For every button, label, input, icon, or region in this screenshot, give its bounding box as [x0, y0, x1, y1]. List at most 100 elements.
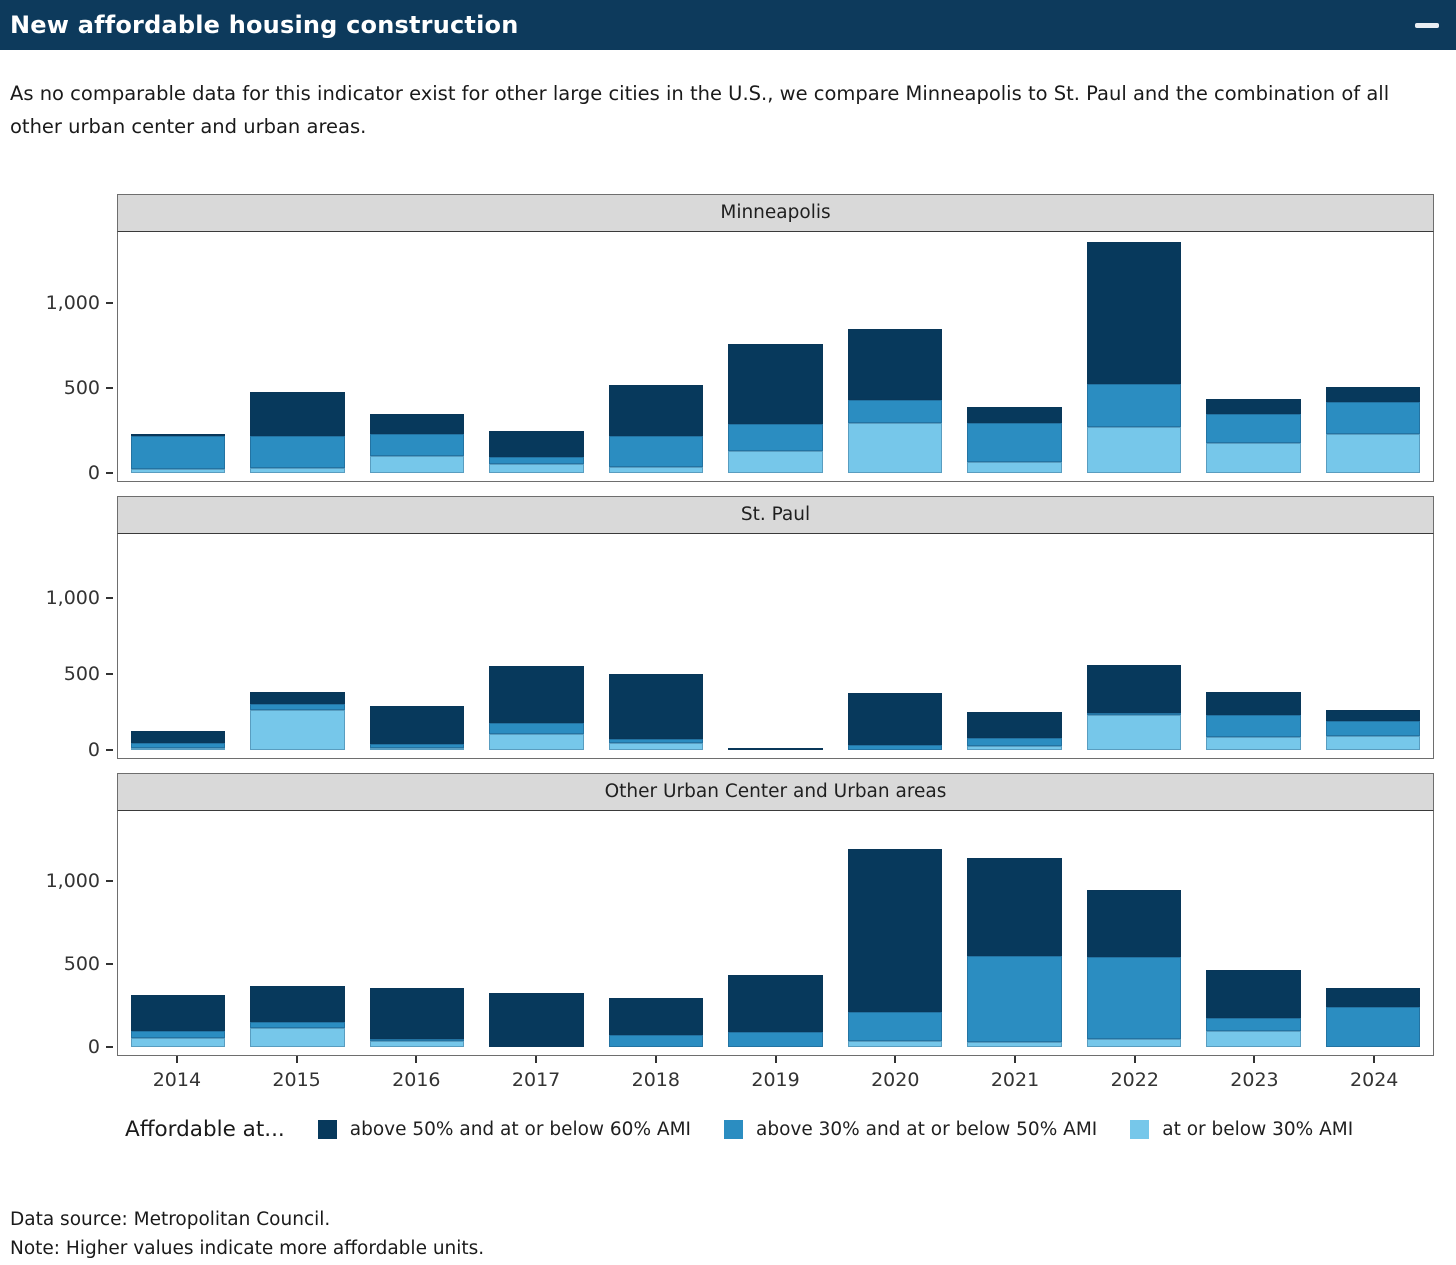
x-tick-label: 2018: [631, 1068, 680, 1091]
x-tick-mark: [1373, 1055, 1376, 1063]
stacked-bar-2017: [489, 993, 584, 1047]
bar-slot-2022: [1074, 534, 1194, 758]
bar-segment: [608, 673, 704, 739]
x-tick-mark: [175, 1055, 178, 1063]
bar-segment: [250, 710, 345, 750]
chart-description: As no comparable data for this indicator…: [10, 82, 1390, 138]
bar-segment: [847, 1040, 943, 1047]
x-axis-slot: 2020: [835, 1055, 955, 1091]
bar-slot-2019: [716, 534, 836, 758]
faceted-bar-chart: Minneapolis 0 500 1,000 St. Paul 0 500 1,000 Oth…: [0, 193, 1456, 1142]
bar-slot-2018: [596, 811, 716, 1055]
x-axis-slot: 2016: [356, 1055, 476, 1091]
legend-label: above 30% and at or below 50% AMI: [756, 1118, 1098, 1140]
y-tick-label: 500: [63, 376, 100, 399]
x-axis-slot: 2024: [1314, 1055, 1434, 1091]
bar-segment: [130, 1030, 225, 1039]
bar-segment: [489, 993, 584, 1047]
y-tick-label: 0: [87, 738, 100, 761]
bar-segment: [369, 987, 465, 1040]
facet-strip-label: Minneapolis: [117, 193, 1434, 232]
y-tick-label: 1,000: [45, 292, 100, 315]
bar-segment: [250, 691, 345, 704]
legend-swatch: [724, 1119, 743, 1139]
bar-slot-2024: [1313, 811, 1433, 1055]
bar-slot-2021: [955, 534, 1075, 758]
stacked-bar-2015: [250, 392, 345, 473]
bar-segment: [1206, 736, 1301, 750]
bar-segment: [489, 464, 584, 473]
bar-segment: [369, 706, 465, 745]
bar-segment: [489, 666, 584, 723]
bar-segment: [1326, 434, 1421, 473]
stacked-bar-2019: [728, 343, 823, 473]
bar-slot-2024: [1313, 232, 1433, 481]
bar-segment: [728, 1031, 823, 1047]
legend-label: at or below 30% AMI: [1162, 1118, 1354, 1140]
facet-strip-label: Other Urban Center and Urban areas: [117, 772, 1434, 811]
y-tick-label: 500: [63, 952, 100, 975]
bar-slot-2015: [238, 811, 358, 1055]
x-tick-label: 2023: [1230, 1068, 1279, 1091]
x-tick-mark: [1014, 1055, 1016, 1063]
bar-segment: [1326, 387, 1421, 403]
legend-label: above 50% and at or below 60% AMI: [349, 1118, 691, 1140]
bar-segment: [1206, 442, 1301, 473]
facet-panel-other-urban-center-and-urban-areas: Other Urban Center and Urban areas 0 500 1,…: [46, 772, 1434, 1058]
x-tick-label: 2022: [1110, 1068, 1159, 1091]
x-tick-label: 2020: [871, 1068, 920, 1091]
bar-segment: [489, 457, 584, 465]
y-axis: 0 500 1,000: [1, 534, 118, 761]
bar-slot-2019: [716, 811, 836, 1055]
y-tick-mark: [106, 748, 113, 751]
bar-segment: [1086, 713, 1182, 716]
page-title: New affordable housing construction: [10, 11, 519, 39]
bar-segment: [608, 998, 704, 1035]
bar-segment: [608, 1034, 704, 1047]
x-axis-slot: 2014: [117, 1055, 237, 1091]
y-tick-label: 0: [87, 1035, 100, 1058]
bar-segment: [1086, 957, 1182, 1040]
stacked-bar-2014: [130, 731, 225, 750]
data-source-note: Data source: Metropolitan Council.: [10, 1208, 331, 1230]
bar-segment: [1086, 426, 1182, 473]
y-tick-mark: [106, 672, 113, 675]
bar-segment: [369, 1040, 465, 1047]
bar-slot-2023: [1194, 534, 1314, 758]
y-tick-label: 500: [63, 662, 100, 685]
bar-segment: [1086, 665, 1182, 714]
y-tick-mark: [106, 879, 113, 882]
stacked-bar-2024: [1326, 387, 1421, 473]
bar-segment: [1086, 383, 1182, 427]
bar-segment: [1206, 970, 1301, 1018]
stacked-bar-2016: [369, 987, 465, 1047]
x-axis-slot: 2015: [237, 1055, 357, 1091]
bar-segment: [1206, 414, 1301, 443]
bar-slot-2014: [118, 232, 238, 481]
plot-area: 0 500 1,000: [46, 810, 1434, 1058]
bar-segment: [728, 451, 823, 473]
bar-segment: [608, 466, 704, 473]
y-tick-mark: [106, 302, 113, 305]
bar-slot-2017: [477, 232, 597, 481]
bar-slot-2024: [1313, 534, 1433, 758]
bar-segment: [130, 747, 225, 750]
bar-segment: [1206, 691, 1301, 715]
bar-segment: [967, 407, 1062, 424]
x-tick-label: 2015: [272, 1068, 321, 1091]
stacked-bar-2018: [608, 673, 704, 750]
legend-swatch: [317, 1119, 337, 1139]
y-axis: 0 500 1,000: [1, 811, 118, 1058]
x-tick-label: 2021: [990, 1068, 1040, 1091]
bar-segment: [130, 1038, 225, 1047]
x-tick-label: 2016: [392, 1068, 441, 1091]
bar-slot-2018: [596, 232, 716, 481]
bar-segment: [250, 392, 345, 437]
bar-slot-2016: [357, 534, 477, 758]
minimize-button[interactable]: [1414, 16, 1440, 34]
bar-segment: [1086, 1039, 1182, 1047]
x-axis-slot: 2021: [955, 1055, 1075, 1091]
x-tick-mark: [415, 1055, 418, 1063]
x-tick-mark: [1133, 1055, 1136, 1063]
bar-segment: [1326, 735, 1421, 750]
